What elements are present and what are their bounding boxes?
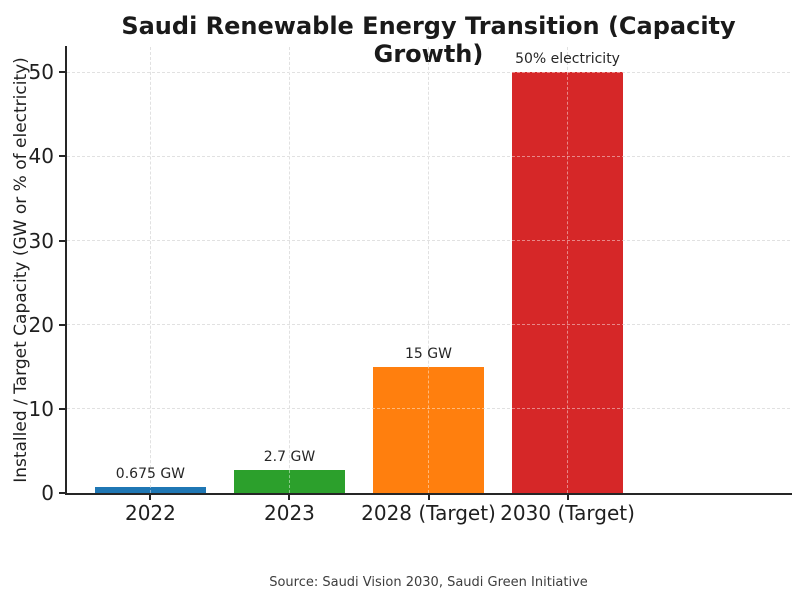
horizontal-gridline-overlay xyxy=(67,240,790,242)
y-tick-mark xyxy=(59,407,65,410)
x-tick-label: 2022 xyxy=(124,501,176,525)
y-tick-label: 20 xyxy=(28,312,54,337)
y-axis-label: Installed / Target Capacity (GW or % of … xyxy=(11,57,31,483)
x-tick-mark xyxy=(566,495,569,500)
horizontal-gridline-overlay xyxy=(67,155,790,157)
horizontal-gridline-overlay xyxy=(67,408,790,410)
x-tick-label: 2023 xyxy=(264,501,315,525)
x-tick-mark xyxy=(149,495,152,500)
plot-area: 0.675 GW 2.7 GW 15 GW 50% electricity xyxy=(67,47,790,493)
y-tick-mark xyxy=(59,71,65,74)
y-tick-label: 30 xyxy=(28,228,54,253)
y-axis-spine xyxy=(65,46,67,495)
bar-value-label: 0.675 GW xyxy=(115,466,186,483)
y-tick-mark xyxy=(59,155,65,158)
y-tick-label: 40 xyxy=(28,144,54,169)
source-note: Source: Saudi Vision 2030, Saudi Green I… xyxy=(269,575,588,590)
y-tick-mark xyxy=(59,492,65,494)
x-tick-label: 2028 (Target) xyxy=(361,501,496,525)
vertical-gridline xyxy=(428,47,429,493)
x-axis-spine xyxy=(65,493,792,495)
vertical-gridline xyxy=(149,47,151,493)
bar-value-label: 50% electricity xyxy=(515,51,620,68)
bar-2028-target- xyxy=(372,366,485,493)
y-tick-mark xyxy=(59,239,65,242)
horizontal-gridline-overlay xyxy=(67,71,790,73)
vertical-gridline-overlay xyxy=(149,47,151,493)
x-tick-mark xyxy=(288,495,291,500)
vertical-gridline-overlay xyxy=(428,47,429,493)
bar-2030-target- xyxy=(511,72,624,493)
vertical-gridline-overlay xyxy=(288,47,290,493)
y-tick-label: 50 xyxy=(28,60,54,85)
y-tick-label: 0 xyxy=(41,481,54,505)
y-tick-label: 10 xyxy=(28,396,54,421)
horizontal-gridline-overlay xyxy=(67,324,790,326)
x-tick-mark xyxy=(427,495,430,500)
bar-2023 xyxy=(233,470,346,493)
bar-2022 xyxy=(94,487,207,493)
vertical-gridline xyxy=(288,47,290,493)
y-tick-mark xyxy=(59,323,65,326)
bar-value-label: 15 GW xyxy=(405,345,452,362)
x-tick-label: 2030 (Target) xyxy=(500,501,635,525)
vertical-gridline-overlay xyxy=(567,47,569,493)
bar-value-label: 2.7 GW xyxy=(263,449,316,466)
